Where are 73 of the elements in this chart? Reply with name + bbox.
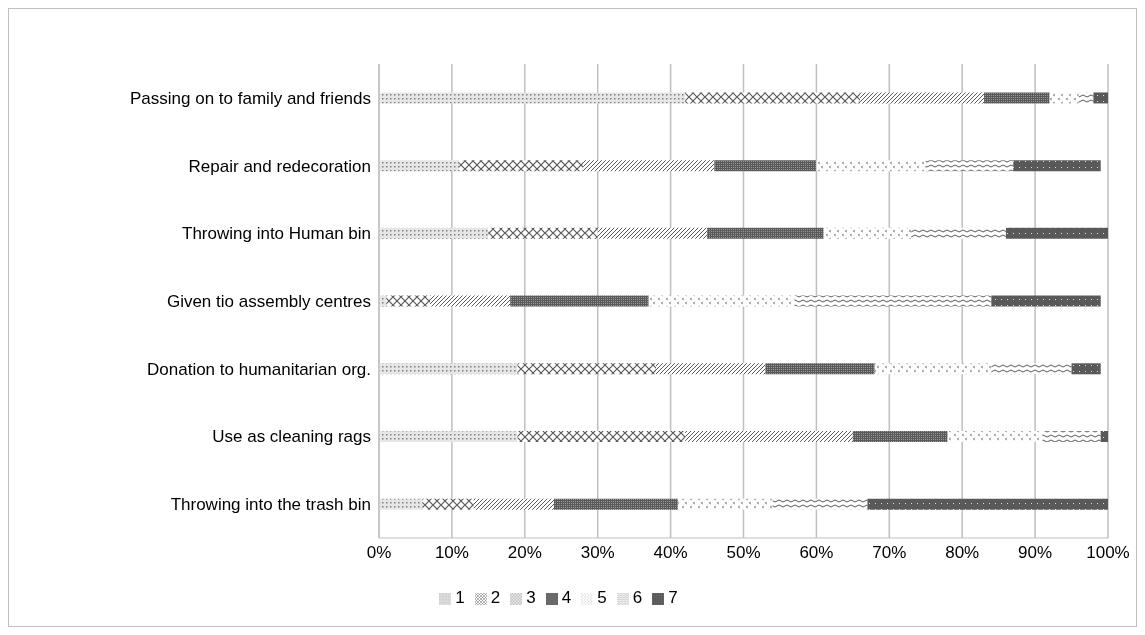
bar bbox=[553, 498, 678, 510]
bar bbox=[677, 498, 773, 510]
bar bbox=[379, 227, 489, 239]
x-tick-label: 100% bbox=[1086, 543, 1130, 563]
bar bbox=[379, 431, 518, 443]
bar bbox=[823, 227, 912, 239]
bar bbox=[1071, 363, 1101, 375]
bar bbox=[379, 92, 686, 104]
bar bbox=[510, 295, 649, 307]
y-tick-label: Throwing into the trash bin bbox=[170, 495, 371, 515]
bar bbox=[714, 160, 817, 172]
bar bbox=[1042, 431, 1101, 443]
bar bbox=[1100, 431, 1108, 443]
bar bbox=[656, 363, 766, 375]
bar bbox=[1078, 92, 1094, 104]
bar bbox=[459, 160, 584, 172]
bar bbox=[925, 160, 1014, 172]
x-tick-label: 40% bbox=[653, 543, 688, 563]
legend-label: 4 bbox=[561, 588, 572, 607]
x-tick-label: 70% bbox=[872, 543, 907, 563]
x-tick-label: 30% bbox=[580, 543, 615, 563]
y-tick-label: Repair and redecoration bbox=[188, 156, 371, 176]
bar bbox=[648, 295, 795, 307]
bar bbox=[867, 498, 1108, 510]
bar bbox=[1013, 160, 1101, 172]
bar bbox=[874, 363, 992, 375]
x-tick-label: 10% bbox=[434, 543, 469, 563]
bar bbox=[685, 92, 861, 104]
bar bbox=[379, 363, 518, 375]
bar bbox=[816, 160, 926, 172]
y-tick-label: Use as cleaning rags bbox=[212, 427, 371, 447]
bar bbox=[1049, 92, 1079, 104]
legend-label: 6 bbox=[632, 588, 643, 607]
bar bbox=[473, 498, 554, 510]
bar bbox=[772, 498, 868, 510]
bar bbox=[991, 363, 1072, 375]
bar bbox=[517, 363, 657, 375]
bar bbox=[379, 160, 460, 172]
bar bbox=[1005, 227, 1108, 239]
bar bbox=[517, 431, 686, 443]
x-tick-label: 20% bbox=[507, 543, 542, 563]
bar bbox=[765, 363, 875, 375]
bar bbox=[597, 227, 708, 239]
bar bbox=[430, 295, 511, 307]
x-tick-label: 60% bbox=[799, 543, 834, 563]
bar bbox=[685, 431, 853, 443]
x-tick-label: 50% bbox=[726, 543, 761, 563]
y-tick-label: Given tio assembly centres bbox=[166, 292, 371, 312]
bar bbox=[947, 431, 1043, 443]
legend-label: 2 bbox=[490, 588, 501, 607]
bar bbox=[860, 92, 985, 104]
legend-label: 5 bbox=[597, 588, 607, 607]
x-tick-label: 0% bbox=[366, 543, 392, 563]
y-tick-label: Throwing into Human bin bbox=[182, 224, 371, 244]
bar bbox=[707, 227, 824, 239]
x-tick-label: 90% bbox=[1018, 543, 1053, 563]
bar bbox=[488, 227, 598, 239]
legend-label: 3 bbox=[526, 588, 536, 607]
bar bbox=[422, 498, 474, 510]
y-tick-label: Passing on to family and friends bbox=[130, 88, 371, 108]
bar bbox=[991, 295, 1101, 307]
bar bbox=[794, 295, 992, 307]
bar bbox=[386, 295, 431, 307]
bar bbox=[911, 227, 1006, 239]
bar bbox=[583, 160, 715, 172]
x-tick-label: 80% bbox=[945, 543, 980, 563]
bar bbox=[1093, 92, 1108, 104]
bar bbox=[984, 92, 1050, 104]
y-tick-label: Donation to humanitarian org. bbox=[147, 359, 371, 379]
legend-label: 1 bbox=[455, 588, 465, 607]
bar bbox=[852, 431, 948, 443]
legend-label: 7 bbox=[668, 588, 678, 607]
bar bbox=[379, 498, 423, 510]
